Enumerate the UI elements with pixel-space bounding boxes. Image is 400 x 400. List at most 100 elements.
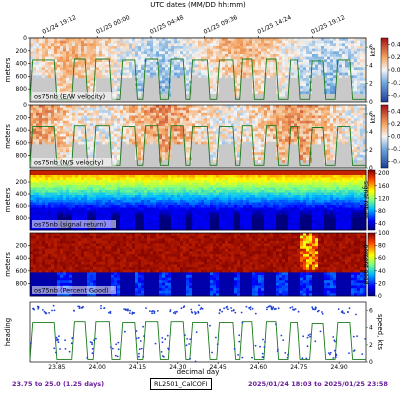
heatmap-cell [129, 126, 133, 130]
heatmap-cell [132, 88, 136, 92]
heatmap-cell [279, 94, 283, 98]
heatmap-cell [87, 43, 91, 47]
heatmap-cell [288, 83, 292, 87]
heatmap-cell [192, 78, 196, 82]
heatmap-cell [165, 86, 169, 90]
heatmap-cell [33, 38, 37, 42]
heatmap-cell [159, 43, 163, 47]
heatmap-cell [198, 141, 202, 145]
heatmap-cell [351, 75, 355, 79]
heatmap-cell [126, 62, 130, 66]
heatmap-cell [270, 88, 274, 92]
heatmap-cell [264, 147, 268, 151]
heatmap-cell [165, 152, 169, 156]
heatmap-cell [123, 133, 127, 137]
heatmap-cell [249, 86, 253, 90]
heatmap-cell [72, 112, 76, 116]
heatmap-cell [156, 107, 160, 111]
heatmap-cell [84, 149, 88, 153]
heatmap-cell [108, 165, 112, 169]
heatmap-cell [108, 152, 112, 156]
heatmap-cell [39, 75, 43, 79]
heatmap-cell [345, 94, 349, 98]
heatmap-cell [249, 38, 253, 42]
heatmap-cell [273, 128, 277, 132]
heatmap-cell [102, 80, 106, 84]
heatmap-cell [144, 40, 148, 44]
heatmap-cell [330, 67, 334, 71]
heatmap-cell [132, 86, 136, 90]
heatmap-cell [78, 48, 82, 52]
heatmap-cell [30, 88, 34, 92]
heatmap-cell [258, 59, 262, 63]
heatmap-cell [42, 149, 46, 153]
heatmap-cell [105, 128, 109, 132]
heatmap-cell [291, 86, 295, 90]
heatmap-cell [96, 59, 100, 63]
heatmap-cell [231, 107, 235, 111]
heatmap-cell [150, 115, 154, 119]
heatmap-cell [213, 38, 217, 42]
heatmap-cell [171, 54, 175, 58]
heatmap-cell [225, 107, 229, 111]
heatmap-cell [57, 118, 61, 122]
heatmap-cell [336, 51, 340, 55]
heatmap-cell [246, 78, 250, 82]
heatmap-cell [318, 86, 322, 90]
heatmap-cell [72, 75, 76, 79]
heatmap-cell [294, 118, 298, 122]
heatmap-cell [297, 67, 301, 71]
heatmap-cell [261, 115, 265, 119]
heatmap-cell [267, 88, 271, 92]
heatmap-cell [201, 162, 205, 166]
heatmap-cell [273, 131, 277, 135]
heatmap-cell [159, 40, 163, 44]
heatmap-cell [252, 43, 256, 47]
heatmap-cell [63, 51, 67, 55]
heatmap-cell [228, 64, 232, 68]
heatmap-cell [132, 147, 136, 151]
heatmap-cell [219, 67, 223, 71]
heatmap-cell [72, 59, 76, 63]
heatmap-cell [234, 144, 238, 148]
heatmap-cell [186, 165, 190, 169]
heatmap-cell [177, 149, 181, 153]
heatmap-cell [60, 67, 64, 71]
heatmap-cell [165, 136, 169, 140]
heatmap-cell [270, 144, 274, 148]
heatmap-cell [222, 141, 226, 145]
heatmap-cell [213, 62, 217, 66]
heatmap-cell [228, 51, 232, 55]
heatmap-cell [72, 48, 76, 52]
heatmap-cell [315, 54, 319, 58]
heatmap-cell [33, 131, 37, 135]
heatmap-cell [156, 94, 160, 98]
heatmap-cell [162, 160, 166, 164]
heatmap-cell [297, 88, 301, 92]
heatmap-cell [174, 59, 178, 63]
heatmap-cell [219, 131, 223, 135]
heatmap-cell [321, 51, 325, 55]
heatmap-cell [300, 115, 304, 119]
heatmap-cell [177, 64, 181, 68]
heatmap-cell [147, 149, 151, 153]
heatmap-cell [270, 56, 274, 60]
heatmap-cell [48, 126, 52, 130]
heatmap-cell [183, 128, 187, 132]
heatmap-cell [198, 157, 202, 161]
heatmap-cell [168, 38, 172, 42]
heatmap-cell [51, 141, 55, 145]
heatmap-cell [297, 165, 301, 169]
heatmap-cell [90, 70, 94, 74]
heatmap-cell [126, 86, 130, 90]
heatmap-cell [111, 78, 115, 82]
heatmap-cell [201, 40, 205, 44]
heatmap-cell [96, 88, 100, 92]
heatmap-cell [150, 133, 154, 137]
heatmap-cell [201, 96, 205, 100]
heatmap-cell [117, 105, 121, 109]
heatmap-cell [141, 139, 145, 143]
heatmap-cell [69, 59, 73, 63]
heatmap-cell [210, 126, 214, 130]
heatmap-cell [177, 126, 181, 130]
